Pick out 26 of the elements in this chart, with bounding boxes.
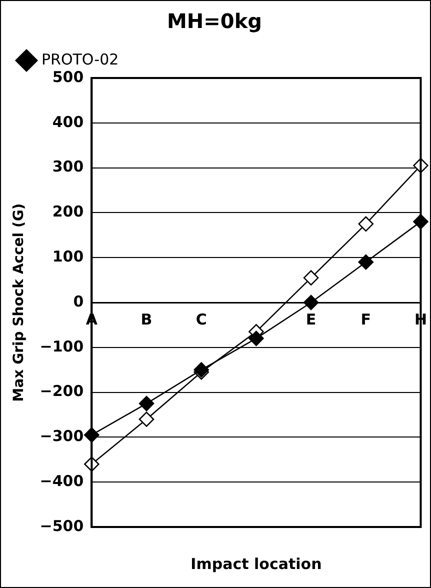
point bbox=[358, 254, 374, 270]
x-tick-label: C bbox=[196, 310, 207, 328]
y-tick-label: 0 bbox=[73, 292, 84, 310]
y-tick-label: 100 bbox=[52, 247, 84, 266]
point bbox=[303, 270, 319, 286]
y-tick-label: 200 bbox=[52, 202, 84, 221]
y-tick-label: −300 bbox=[40, 427, 84, 446]
x-tick-label: F bbox=[360, 310, 372, 328]
point bbox=[358, 216, 374, 232]
y-tick-label: 300 bbox=[52, 158, 84, 176]
legend-label: PROTO-02 bbox=[42, 50, 119, 68]
point bbox=[138, 412, 154, 427]
x-axis-title: Impact location bbox=[190, 554, 322, 573]
y-tick-label: 400 bbox=[52, 112, 84, 131]
point bbox=[248, 330, 264, 346]
x-tick-label: B bbox=[140, 310, 152, 328]
chart-title: MH=0kg bbox=[167, 9, 262, 34]
y-axis-title: Max Grip Shock Accel (G) bbox=[11, 203, 28, 402]
point bbox=[303, 294, 319, 310]
y-tick-label: 500 bbox=[52, 68, 84, 86]
y-tick-label: −200 bbox=[40, 382, 84, 400]
y-tick-label: −500 bbox=[40, 516, 84, 535]
x-tick-label: E bbox=[306, 310, 316, 328]
y-tick-label: −100 bbox=[40, 337, 84, 356]
y-tick-label: −400 bbox=[40, 472, 84, 490]
point bbox=[138, 396, 154, 412]
